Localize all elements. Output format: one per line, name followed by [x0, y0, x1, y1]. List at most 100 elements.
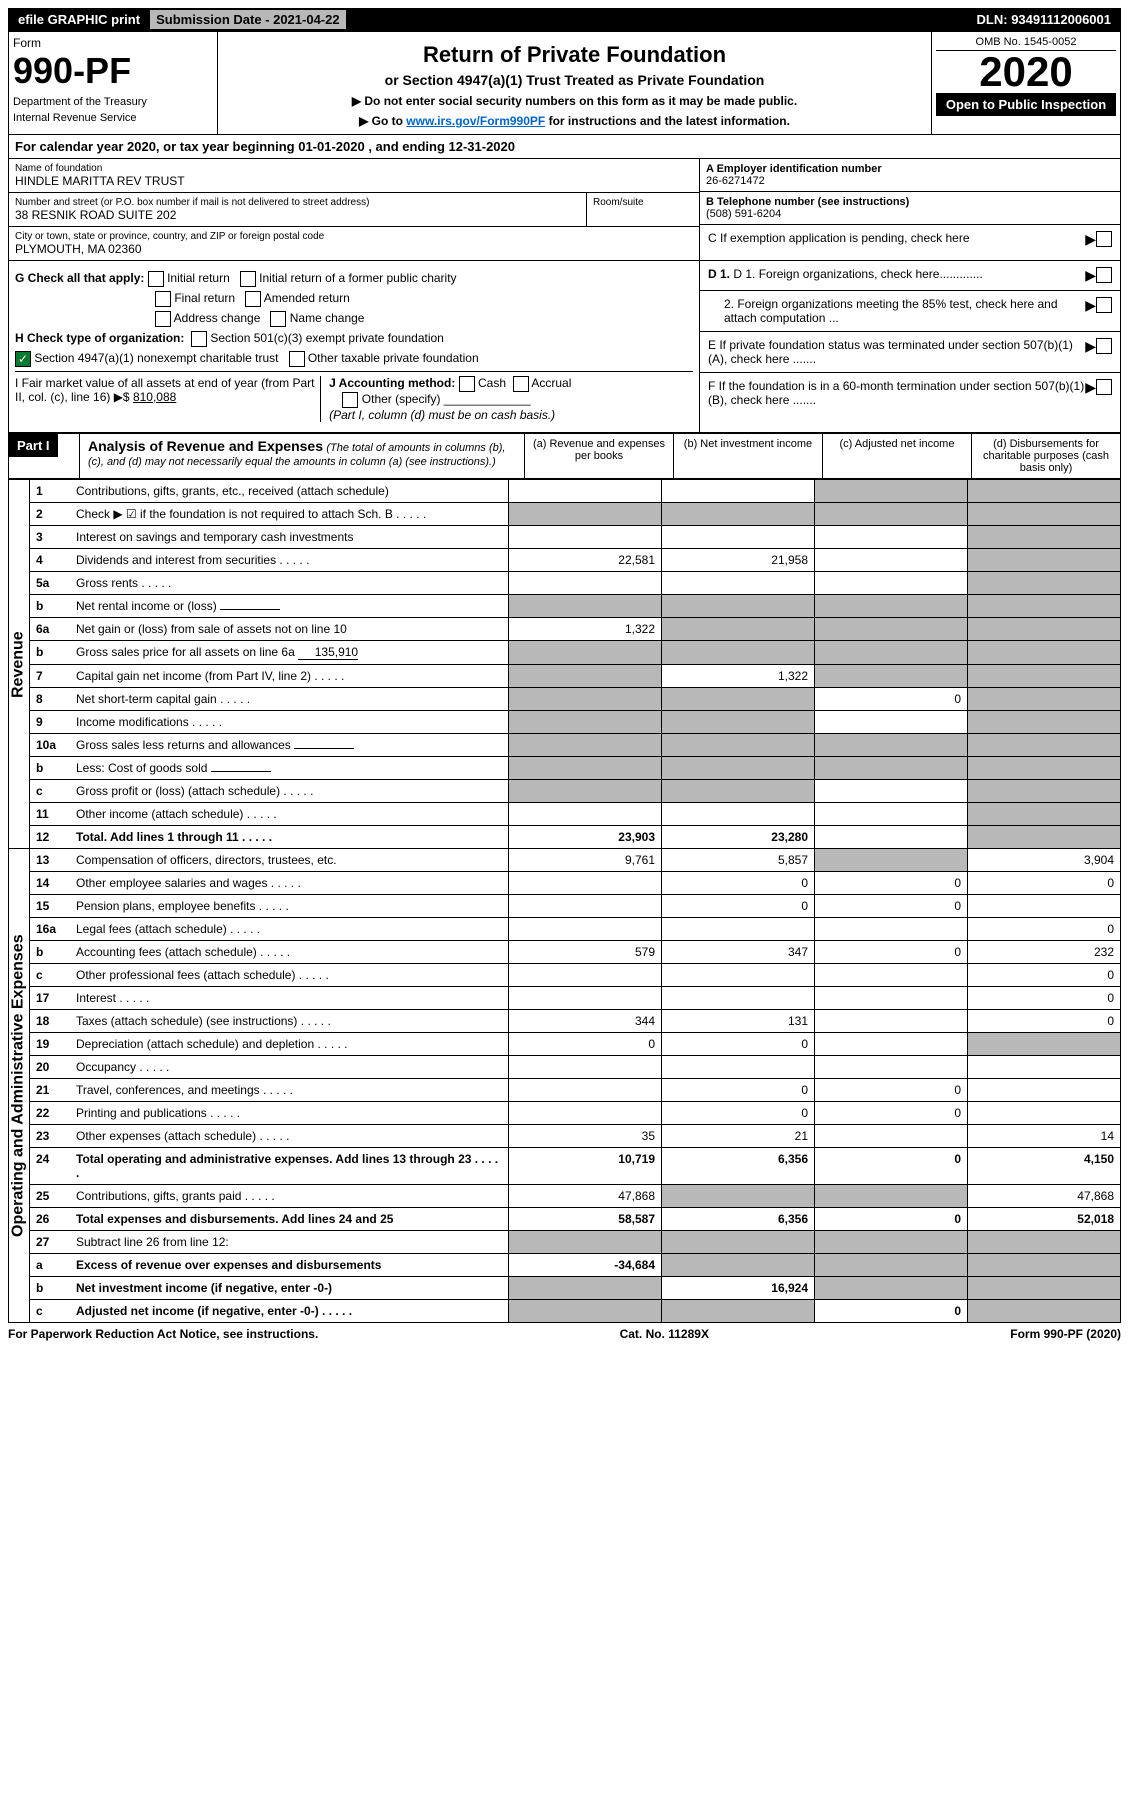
- cell: 23,903: [509, 826, 662, 849]
- i-j-row: I Fair market value of all assets at end…: [15, 371, 693, 422]
- city-row: City or town, state or province, country…: [9, 227, 699, 260]
- cell: 0: [815, 1148, 968, 1185]
- entity-left: Name of foundation HINDLE MARITTA REV TR…: [9, 159, 699, 260]
- g-amended-checkbox[interactable]: [245, 291, 261, 307]
- table-row: 3Interest on savings and temporary cash …: [9, 526, 1121, 549]
- cell: [815, 964, 968, 987]
- cell: [815, 987, 968, 1010]
- table-row: 8Net short-term capital gain0: [9, 688, 1121, 711]
- cell: [968, 711, 1121, 734]
- e-row: E If private foundation status was termi…: [700, 332, 1120, 373]
- line-desc: Gross sales price for all assets on line…: [70, 641, 509, 665]
- cell: 4,150: [968, 1148, 1121, 1185]
- table-row: 15Pension plans, employee benefits00: [9, 895, 1121, 918]
- room-suite-label: Room/suite: [587, 193, 699, 226]
- cell: [662, 503, 815, 526]
- cell: [509, 595, 662, 618]
- line-desc: Dividends and interest from securities: [70, 549, 509, 572]
- j-cash-checkbox[interactable]: [459, 376, 475, 392]
- line-number: c: [30, 1300, 71, 1323]
- cell: [662, 1254, 815, 1277]
- cell: 0: [968, 918, 1121, 941]
- line-number: 7: [30, 665, 71, 688]
- cell: 579: [509, 941, 662, 964]
- line-desc: Contributions, gifts, grants paid: [70, 1185, 509, 1208]
- j-accrual-checkbox[interactable]: [513, 376, 529, 392]
- cell: [662, 1300, 815, 1323]
- form-number: 990-PF: [13, 50, 213, 92]
- h-501c3-checkbox[interactable]: [191, 331, 207, 347]
- foundation-name-row: Name of foundation HINDLE MARITTA REV TR…: [9, 159, 699, 193]
- line-number: b: [30, 941, 71, 964]
- address-row: Number and street (or P.O. box number if…: [9, 193, 587, 226]
- line-desc: Other professional fees (attach schedule…: [70, 964, 509, 987]
- line-desc: Gross sales less returns and allowances: [70, 734, 509, 757]
- cell: [509, 688, 662, 711]
- cell: [662, 572, 815, 595]
- g-address-checkbox[interactable]: [155, 311, 171, 327]
- cell: 0: [662, 1033, 815, 1056]
- cell: [968, 780, 1121, 803]
- f-checkbox[interactable]: [1096, 379, 1112, 395]
- cell: [968, 1254, 1121, 1277]
- cell: 58,587: [509, 1208, 662, 1231]
- g-final-checkbox[interactable]: [155, 291, 171, 307]
- line-number: 17: [30, 987, 71, 1010]
- line-number: 16a: [30, 918, 71, 941]
- d2-checkbox[interactable]: [1096, 297, 1112, 313]
- line-desc: Gross rents: [70, 572, 509, 595]
- cell: [815, 1277, 968, 1300]
- cell: [509, 987, 662, 1010]
- cell: [815, 549, 968, 572]
- cell: 344: [509, 1010, 662, 1033]
- form-title: Return of Private Foundation: [224, 42, 925, 68]
- cell: [968, 803, 1121, 826]
- irs-label: Internal Revenue Service: [13, 112, 213, 124]
- table-row: 17Interest0: [9, 987, 1121, 1010]
- cell: [662, 711, 815, 734]
- cell: 0: [509, 1033, 662, 1056]
- line-desc: Interest on savings and temporary cash i…: [70, 526, 509, 549]
- line-number: 13: [30, 849, 71, 872]
- line-number: 5a: [30, 572, 71, 595]
- line-number: b: [30, 757, 71, 780]
- table-row: bNet investment income (if negative, ent…: [9, 1277, 1121, 1300]
- e-checkbox[interactable]: [1096, 338, 1112, 354]
- submission-date: Submission Date - 2021-04-22: [150, 10, 346, 29]
- cell: [509, 503, 662, 526]
- ein-value: 26-6271472: [706, 175, 1114, 187]
- line-desc: Printing and publications: [70, 1102, 509, 1125]
- phone-value: (508) 591-6204: [706, 208, 1114, 220]
- page-footer: For Paperwork Reduction Act Notice, see …: [8, 1323, 1121, 1345]
- g-name-checkbox[interactable]: [270, 311, 286, 327]
- d1-row: D 1. D 1. Foreign organizations, check h…: [700, 261, 1120, 291]
- c-checkbox[interactable]: [1096, 231, 1112, 247]
- j-other-checkbox[interactable]: [342, 392, 358, 408]
- cell: 0: [968, 987, 1121, 1010]
- c-exemption-row: C If exemption application is pending, c…: [700, 225, 1120, 254]
- cell: 0: [815, 1208, 968, 1231]
- g-initial-checkbox[interactable]: [148, 271, 164, 287]
- table-row: 2Check ▶ ☑ if the foundation is not requ…: [9, 503, 1121, 526]
- g-former-checkbox[interactable]: [240, 271, 256, 287]
- cell: 52,018: [968, 1208, 1121, 1231]
- line-number: 26: [30, 1208, 71, 1231]
- footer-mid: Cat. No. 11289X: [620, 1327, 709, 1341]
- cell: 16,924: [662, 1277, 815, 1300]
- table-row: 6aNet gain or (loss) from sale of assets…: [9, 618, 1121, 641]
- line-number: 10a: [30, 734, 71, 757]
- form-link[interactable]: www.irs.gov/Form990PF: [406, 114, 545, 128]
- h-other-checkbox[interactable]: [289, 351, 305, 367]
- cell: [815, 526, 968, 549]
- dln-label: DLN: 93491112006001: [971, 10, 1117, 29]
- cell: [968, 1277, 1121, 1300]
- cell: 23,280: [662, 826, 815, 849]
- cell: [662, 688, 815, 711]
- table-row: 9Income modifications: [9, 711, 1121, 734]
- cell: [509, 964, 662, 987]
- d1-checkbox[interactable]: [1096, 267, 1112, 283]
- form-note2: ▶ Go to www.irs.gov/Form990PF for instru…: [224, 114, 925, 128]
- line-desc: Adjusted net income (if negative, enter …: [70, 1300, 509, 1323]
- h-4947-checkbox[interactable]: ✓: [15, 351, 31, 367]
- cell: [509, 1300, 662, 1323]
